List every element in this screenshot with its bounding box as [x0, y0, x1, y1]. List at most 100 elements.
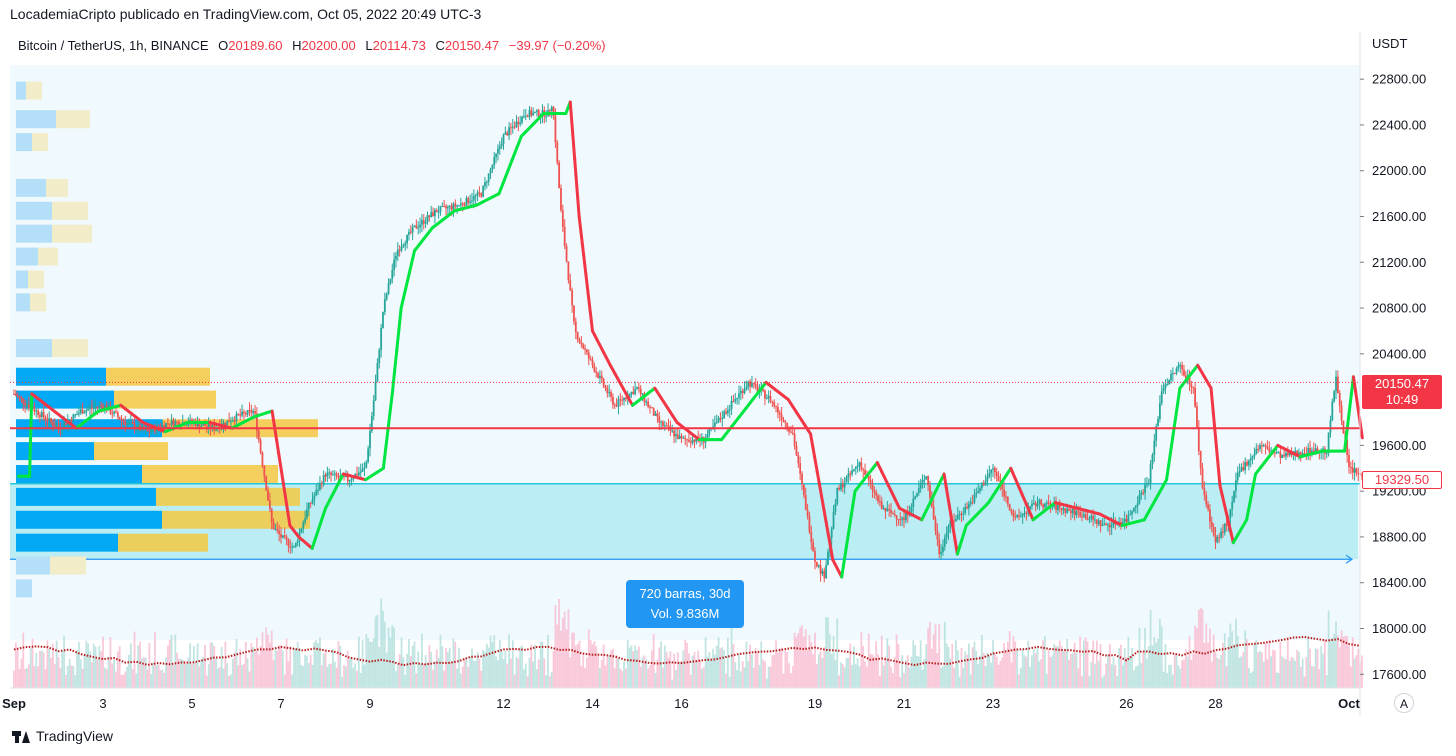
- candle-body: [730, 400, 733, 409]
- ma-segment: [1073, 506, 1080, 510]
- ma-segment: [597, 342, 603, 350]
- candle-body: [611, 396, 614, 405]
- candle-body: [224, 422, 227, 426]
- ma-segment: [146, 422, 152, 427]
- volume-bar: [298, 647, 301, 688]
- volume-bar: [480, 670, 483, 688]
- ma-segment: [310, 540, 316, 550]
- ma-segment: [68, 421, 74, 427]
- candle-body: [441, 206, 444, 208]
- candle-body: [254, 410, 256, 414]
- ma-segment: [426, 229, 432, 236]
- candle-body: [834, 503, 837, 512]
- price-tick-label: 22400.00: [1372, 117, 1426, 132]
- candle-body: [752, 383, 755, 385]
- ma-segment: [1118, 522, 1124, 527]
- volume-bar: [376, 614, 379, 688]
- candle-body: [228, 420, 230, 422]
- ma-segment: [1015, 482, 1022, 491]
- candle-body: [1120, 522, 1122, 525]
- ma-segment: [110, 405, 116, 410]
- ma-segment: [900, 507, 906, 513]
- volume-bar: [109, 637, 112, 688]
- ma-segment: [602, 350, 608, 359]
- candle-body: [578, 339, 581, 342]
- ma-segment: [864, 472, 870, 479]
- volume-bar: [283, 674, 286, 688]
- candle-body: [660, 421, 663, 423]
- ma-segment: [826, 533, 833, 549]
- volume-bar: [22, 632, 25, 688]
- candle-body: [747, 381, 750, 387]
- volume-bar: [476, 652, 479, 688]
- candle-body: [1184, 375, 1187, 379]
- candle-body: [678, 436, 681, 439]
- candle-body: [437, 211, 440, 213]
- ma-segment: [272, 423, 279, 442]
- candle-body: [294, 542, 297, 547]
- candle-body: [866, 474, 868, 476]
- volume-bar: [85, 640, 88, 688]
- ma-segment: [1024, 502, 1031, 511]
- volume-bar: [150, 673, 153, 688]
- ma-segment: [737, 412, 744, 419]
- volume-bar: [901, 655, 904, 688]
- ma-segment: [439, 217, 445, 223]
- volume-bar: [433, 661, 436, 688]
- candle-body: [116, 412, 119, 417]
- candle-body: [775, 406, 777, 408]
- ma-segment: [822, 507, 828, 524]
- candle-body: [569, 280, 572, 291]
- candle-body: [445, 206, 447, 209]
- candle-body: [1336, 376, 1339, 393]
- ma-segment: [453, 208, 459, 213]
- ma-segment: [953, 539, 959, 556]
- candle-body: [1153, 440, 1156, 455]
- candle-body: [656, 413, 659, 417]
- volume-bar: [1292, 658, 1295, 688]
- ma-segment: [760, 383, 766, 390]
- ma-segment: [1020, 492, 1026, 501]
- ma-segment: [1002, 473, 1008, 481]
- ma-segment: [995, 483, 1002, 491]
- volume-bar: [1084, 637, 1087, 688]
- volume-profile-down-bar: [46, 178, 68, 197]
- candle-body: [522, 116, 525, 118]
- candle-body: [98, 405, 101, 408]
- ma-segment: [1064, 503, 1071, 508]
- volume-bar: [669, 651, 672, 688]
- candle-body: [1094, 519, 1096, 521]
- candle-body: [1103, 523, 1106, 525]
- volume-bar: [293, 648, 295, 688]
- ma-segment: [499, 180, 505, 190]
- candle-body: [888, 508, 891, 511]
- candle-body: [267, 490, 269, 501]
- candle-body: [161, 424, 164, 429]
- candle-body: [663, 425, 666, 427]
- candle-body: [556, 142, 559, 163]
- volume-bar: [309, 655, 312, 688]
- candle-body: [524, 115, 527, 117]
- candle-body: [31, 406, 34, 410]
- candle-body: [1331, 401, 1334, 421]
- candle-body: [1318, 452, 1321, 454]
- candle-body: [969, 502, 972, 504]
- candle-body: [304, 517, 307, 523]
- ma-segment: [1351, 375, 1358, 394]
- ma-segment: [949, 512, 955, 529]
- candle-body: [827, 551, 829, 565]
- ma-segment: [497, 186, 503, 196]
- candle-body: [593, 365, 596, 372]
- candle-body: [715, 422, 718, 424]
- volume-bar: [383, 621, 386, 688]
- candle-body: [899, 519, 902, 521]
- candle-body: [176, 421, 179, 423]
- volume-bar: [1153, 637, 1156, 688]
- ma-segment: [63, 418, 69, 423]
- volume-bar: [584, 667, 586, 688]
- volume-bar: [691, 655, 694, 688]
- candle-body: [218, 427, 221, 429]
- auto-scale-button[interactable]: A: [1394, 693, 1414, 713]
- candle-body: [628, 393, 631, 398]
